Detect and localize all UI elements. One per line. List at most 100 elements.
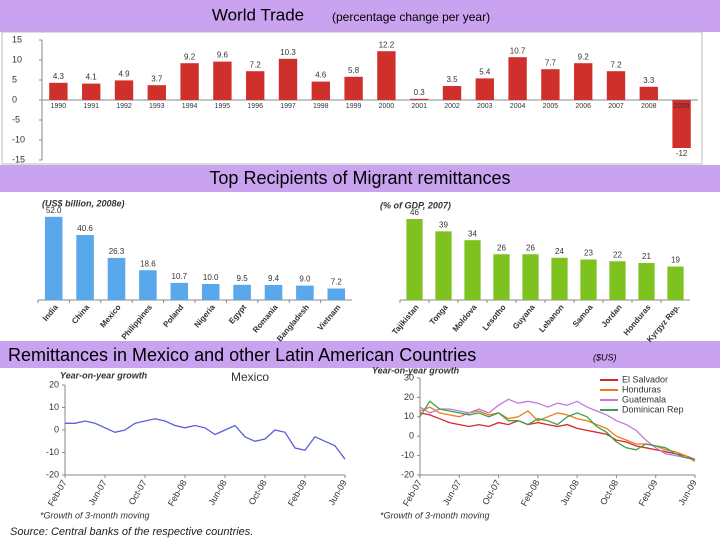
bar [435,231,452,300]
x-tick-label: 2002 [444,103,460,110]
x-tick-label: 2003 [477,103,493,110]
value-label: 26 [526,243,535,252]
value-label: 10.0 [203,273,219,282]
value-label: 4.9 [118,70,130,79]
y-tick-label: 0 [409,431,414,441]
bar [180,63,199,100]
value-label: 10.3 [280,48,296,57]
x-tick-label: 2007 [608,103,624,110]
value-label: 10.7 [510,46,526,55]
bar [327,288,346,300]
legend-label: Guatemala [622,394,666,404]
value-label: 3.3 [643,76,655,85]
value-label: 3.5 [446,75,458,84]
x-tick-label: China [70,302,92,325]
bar [522,254,539,300]
line [65,418,346,460]
x-tick-label: Jun-08 [559,478,581,507]
bar [475,78,494,100]
bar [139,270,157,300]
bar [672,100,691,148]
x-tick-label: Jun-09 [326,478,348,507]
value-label: 19 [671,256,680,265]
bar [639,86,658,100]
y-tick-label: 15 [12,34,22,44]
x-tick-label: 2006 [575,103,591,110]
x-tick-label: Mexico [98,303,122,330]
value-label: 4.6 [315,71,327,80]
bar [493,254,510,300]
legend-label: Dominican Rep [622,404,684,414]
x-tick-label: Lesotho [481,303,508,333]
currency-note: ($US) [593,352,617,362]
bar [442,86,462,100]
value-label: 4.1 [86,73,98,82]
x-tick-label: Jun-07 [441,478,463,507]
x-tick-label: Oct-07 [127,478,149,506]
y-tick-label: 0 [12,94,17,104]
y-tick-label: -10 [12,134,25,144]
section-heading: Top Recipients of Migrant remittances [209,168,510,188]
x-tick-label: Moldova [451,302,479,333]
x-tick-label: India [41,302,60,323]
value-label: 24 [555,247,564,256]
x-tick-label: Tajikistan [390,303,420,337]
value-label: 21 [642,252,651,261]
chart-title: World Trade [212,5,304,24]
value-label: 0.3 [414,88,426,97]
value-label: 46 [410,208,419,217]
x-tick-label: Feb-07 [401,478,424,508]
value-label: 40.6 [77,224,93,233]
x-tick-label: 1994 [182,103,198,110]
x-tick-label: Poland [161,303,185,329]
x-tick-label: 1990 [51,103,67,110]
chart-title: Mexico [231,370,269,384]
value-label: 26.3 [109,247,125,256]
y-tick-label: 30 [404,372,414,382]
value-label: 7.2 [610,60,622,69]
x-tick-label: 1996 [247,103,263,110]
value-label: 26 [497,243,506,252]
value-label: 10.7 [172,272,188,281]
x-tick-label: Romania [251,302,280,334]
value-label: 52.0 [46,206,62,215]
line [419,412,696,461]
chart-note: *Growth of 3-month moving [380,510,490,520]
source: Source: Central banks of the respective … [10,526,253,538]
axis-label: (US$ billion, 2008e) [42,198,125,208]
x-tick-label: 1997 [280,103,296,110]
value-label: 5.4 [479,68,491,77]
chart-subtitle: (percentage change per year) [332,10,490,24]
y-tick-label: 20 [404,392,414,402]
bar [574,63,593,100]
y-tick-label: 0 [54,424,59,434]
x-tick-label: Feb-09 [637,478,660,508]
x-tick-label: 1992 [116,103,132,110]
line [419,406,696,462]
x-tick-label: 2009 [674,103,690,110]
bar [49,82,68,100]
y-tick-label: 10 [49,402,59,412]
bar [233,284,251,300]
x-tick-label: Oct-08 [247,478,269,506]
bar [114,80,134,100]
x-tick-label: Feb-08 [166,478,189,508]
x-tick-label: 1991 [83,103,99,110]
y-tick-label: -20 [401,469,414,479]
value-label: -12 [676,149,688,158]
y-tick-label: -20 [46,469,59,479]
bar [344,76,363,100]
value-label: 5.8 [348,66,360,75]
x-tick-label: Guyana [511,302,537,331]
section-heading: Remittances in Mexico and other Latin Am… [8,345,476,365]
x-tick-label: Philippines [120,302,155,341]
legend-label: Honduras [622,384,662,394]
chart-frame [1,31,703,165]
x-tick-label: 2008 [641,103,657,110]
bar [107,257,126,300]
value-label: 7.2 [331,278,343,287]
value-label: 9.2 [578,52,590,61]
bar [147,85,166,100]
value-label: 7.7 [545,58,557,67]
